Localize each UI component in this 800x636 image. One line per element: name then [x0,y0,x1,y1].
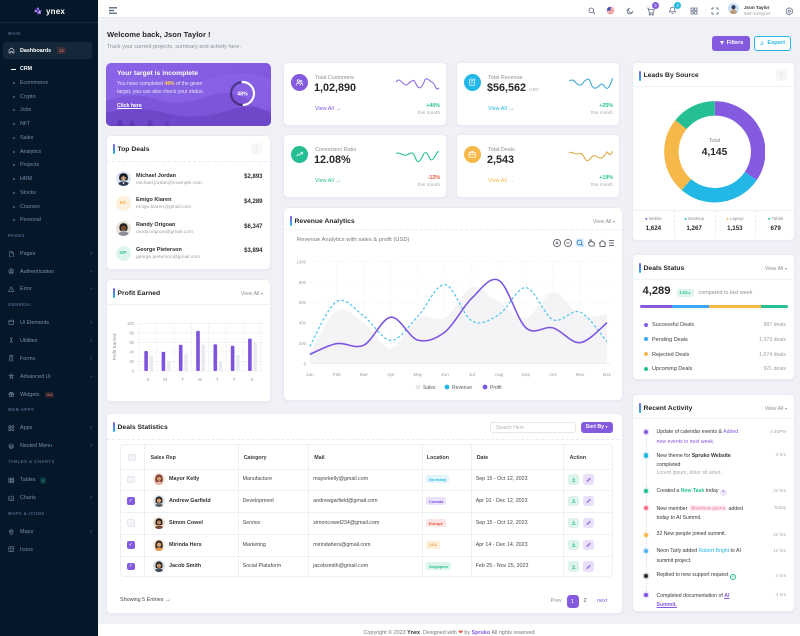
svg-text:Jan: Jan [306,372,314,378]
svg-text:Jul: Jul [469,372,475,378]
svg-text:400: 400 [299,321,307,326]
svg-text:Profit Earned: Profit Earned [112,333,117,360]
svg-text:800: 800 [299,280,307,285]
svg-text:T: T [181,377,184,383]
svg-text:S: S [250,377,253,383]
svg-text:Revenue: Revenue [452,385,472,391]
svg-text:0: 0 [132,369,135,374]
svg-text:Dec: Dec [603,372,612,378]
svg-text:20: 20 [129,359,134,364]
svg-text:May: May [413,372,423,378]
svg-text:Feb: Feb [333,372,342,378]
svg-text:Sep: Sep [522,372,531,378]
svg-text:Aug: Aug [495,372,504,378]
svg-text:W: W [198,377,203,383]
svg-text:Sales: Sales [423,385,436,391]
svg-text:M: M [163,377,167,383]
svg-text:Jun: Jun [441,372,449,378]
svg-text:100: 100 [127,321,135,326]
svg-text:80: 80 [129,331,134,336]
svg-text:T: T [216,377,219,383]
svg-text:Nov: Nov [576,372,585,378]
svg-text:0: 0 [304,361,307,366]
svg-text:S: S [146,377,149,383]
svg-text:F: F [233,377,236,383]
svg-text:Profit: Profit [490,385,502,391]
svg-text:60: 60 [129,340,134,345]
svg-text:600: 600 [299,300,307,305]
svg-text:Oct: Oct [549,372,557,378]
svg-text:40: 40 [129,350,134,355]
svg-text:200: 200 [299,341,307,346]
svg-text:1000: 1000 [296,259,306,264]
svg-text:Mar: Mar [360,372,369,378]
svg-text:48%: 48% [237,91,248,97]
svg-text:Apr: Apr [387,372,395,378]
